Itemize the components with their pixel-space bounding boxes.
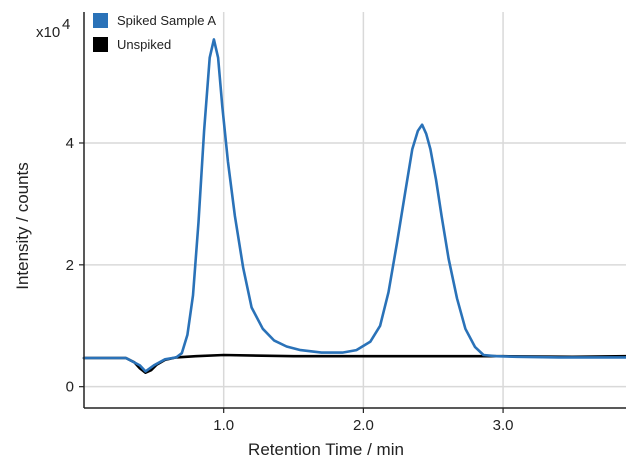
x-tick-label: 2.0 [353,417,374,434]
grid-lines [84,12,626,408]
y-multiplier-exponent: 4 [62,16,70,33]
y-ticks: 0 2 4 [66,135,84,396]
legend-swatch [93,13,108,28]
y-axis-title: Intensity / counts [13,162,32,290]
legend-label: Spiked Sample A [117,13,216,28]
x-axis-title: Retention Time / min [248,440,404,459]
y-tick-label: 2 [66,257,74,274]
x-tick-label: 1.0 [213,417,234,434]
y-tick-label: 4 [66,135,74,152]
legend: Spiked Sample A Unspiked [93,13,216,52]
series-layer [82,38,626,375]
legend-label: Unspiked [117,37,171,52]
legend-swatch [93,37,108,52]
x-ticks: 1.0 2.0 3.0 [213,408,514,434]
series-line-spiked-sample-a [82,38,626,373]
y-tick-label: 0 [66,379,74,396]
y-multiplier-label: x10 [36,24,60,41]
axes [83,12,626,409]
x-tick-label: 3.0 [493,417,514,434]
